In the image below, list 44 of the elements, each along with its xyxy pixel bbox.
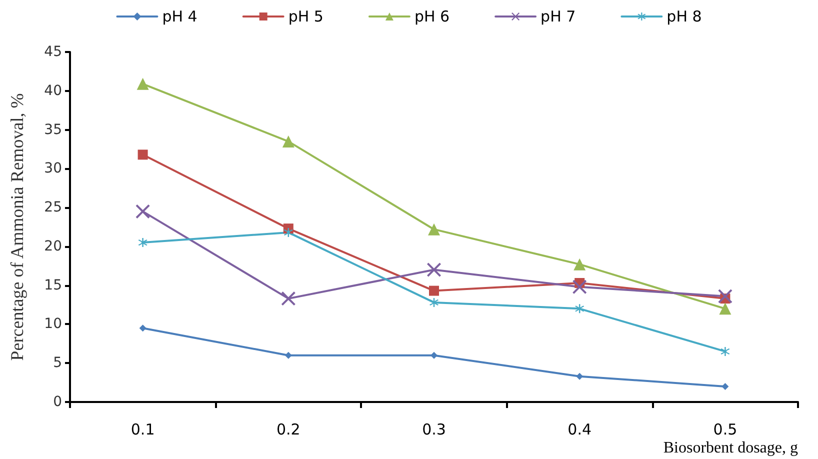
point xyxy=(281,292,296,306)
x-tick-label: 0.3 xyxy=(422,420,446,438)
y-tick-label: 35 xyxy=(44,122,62,138)
point xyxy=(430,352,438,359)
point xyxy=(718,289,732,304)
point xyxy=(719,302,732,315)
y-tick-label: 5 xyxy=(53,355,62,372)
point xyxy=(720,346,730,356)
point xyxy=(136,204,150,218)
point xyxy=(430,298,438,307)
point xyxy=(282,135,294,148)
y-tick-label: 25 xyxy=(44,200,62,216)
x-tick-label: 0.4 xyxy=(568,420,592,438)
y-axis-title: Percentage of Ammonia Removal, % xyxy=(7,93,27,361)
point xyxy=(138,238,148,248)
point xyxy=(722,382,729,390)
point xyxy=(427,262,441,277)
legend-label: pH 4 xyxy=(162,8,198,26)
point xyxy=(429,286,439,296)
y-tick-label: 20 xyxy=(44,238,62,254)
point xyxy=(284,352,292,359)
point xyxy=(576,372,584,380)
point xyxy=(574,258,586,270)
y-tick-label: 0 xyxy=(53,394,62,410)
point xyxy=(139,324,146,332)
legend-label: pH 8 xyxy=(666,8,702,26)
point xyxy=(136,78,149,90)
point xyxy=(428,223,440,236)
y-tick-label: 15 xyxy=(44,277,62,294)
point xyxy=(284,228,293,237)
point xyxy=(138,150,148,160)
y-tick-label: 40 xyxy=(44,82,62,99)
y-tick-label: 30 xyxy=(44,160,62,177)
x-tick-label: 0.2 xyxy=(276,420,300,438)
y-tick-label: 45 xyxy=(44,44,62,60)
x-axis-title: Biosorbent dosage, g xyxy=(663,440,798,456)
x-tick-label: 0.1 xyxy=(130,420,155,438)
x-tick-label: 0.5 xyxy=(713,420,738,438)
point xyxy=(575,304,584,314)
point xyxy=(572,280,587,294)
y-tick-label: 10 xyxy=(44,316,62,332)
legend-label: pH 5 xyxy=(288,8,324,26)
legend-label: pH 7 xyxy=(540,8,576,26)
legend-label: pH 6 xyxy=(414,8,450,26)
